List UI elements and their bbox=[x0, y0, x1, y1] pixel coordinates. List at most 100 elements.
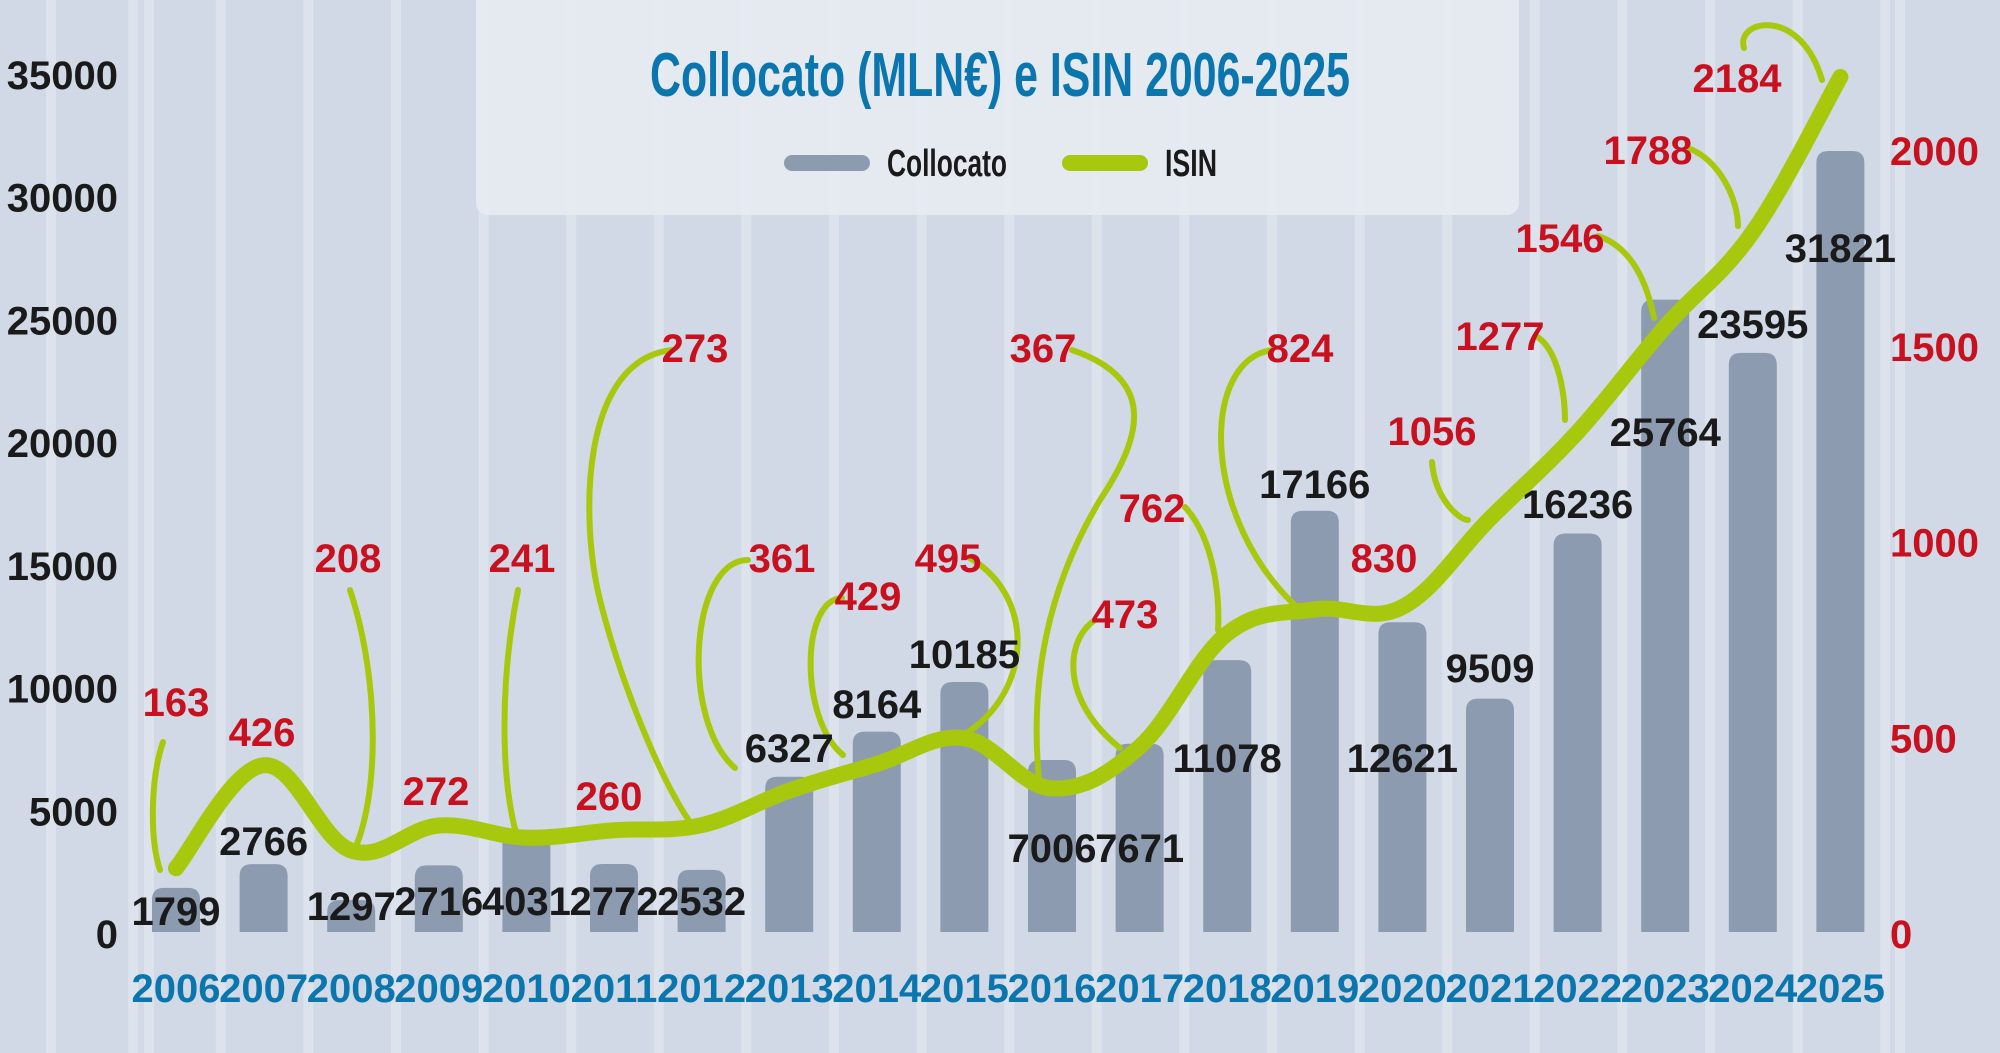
isin-value-label: 361 bbox=[749, 537, 816, 581]
year-tick-label: 2018 bbox=[1183, 967, 1272, 1011]
isin-value-label: 273 bbox=[662, 327, 729, 371]
background-stripe bbox=[128, 0, 139, 1053]
legend-swatch-collocato bbox=[784, 155, 870, 171]
right-axis-tick-label: 0 bbox=[1890, 913, 1912, 957]
right-axis-tick-label: 1000 bbox=[1890, 522, 1979, 566]
isin-leader-2013 bbox=[695, 557, 751, 771]
bar-value-label: 16236 bbox=[1522, 483, 1633, 527]
bar-2019 bbox=[1290, 510, 1339, 932]
isin-value-label: 260 bbox=[576, 775, 643, 819]
right-axis: 0 500 1000 1500 2000 bbox=[1890, 130, 1979, 957]
bar-value-label: 12621 bbox=[1347, 737, 1458, 781]
background-stripe bbox=[391, 0, 401, 1053]
legend-swatch-isin bbox=[1062, 155, 1148, 171]
year-tick-label: 2019 bbox=[1270, 967, 1359, 1011]
bar-value-label: 2716 bbox=[394, 880, 483, 924]
year-tick-label: 2023 bbox=[1621, 967, 1710, 1011]
background-stripe bbox=[566, 0, 577, 1053]
isin-labels: 163 426 208 272 241 260 273 361 429 495 367 473 762 8… bbox=[143, 57, 1783, 819]
year-tick-label: 2016 bbox=[1008, 967, 1097, 1011]
year-tick-label: 2017 bbox=[1095, 967, 1184, 1011]
bar-2013 bbox=[765, 776, 814, 932]
bar-value-label: 2766 bbox=[219, 820, 308, 864]
bar-2020 bbox=[1378, 622, 1427, 932]
isin-value-label: 426 bbox=[229, 711, 296, 755]
background-stripe bbox=[144, 0, 154, 1053]
year-tick-label: 2010 bbox=[482, 967, 571, 1011]
isin-value-label: 1277 bbox=[1456, 315, 1545, 359]
year-tick-label: 2009 bbox=[394, 967, 483, 1011]
year-tick-label: 2020 bbox=[1358, 967, 1447, 1011]
bar-value-label: 7671 bbox=[1095, 827, 1184, 871]
year-tick-label: 2008 bbox=[307, 967, 396, 1011]
bar-value-label: 8164 bbox=[832, 683, 922, 727]
isin-leader-2017 bbox=[1070, 617, 1123, 751]
bar-value-label: 4031 bbox=[482, 880, 571, 924]
bar-2017 bbox=[1115, 743, 1164, 932]
background-stripe bbox=[1179, 0, 1190, 1053]
bar-2022 bbox=[1553, 533, 1602, 932]
background-stripe bbox=[653, 0, 664, 1053]
left-axis-tick-label: 10000 bbox=[7, 668, 118, 712]
bar-value-label: 7006 bbox=[1008, 827, 1097, 871]
year-tick-label: 2022 bbox=[1533, 967, 1622, 1011]
background-stripe bbox=[1792, 0, 1803, 1053]
isin-value-label: 272 bbox=[403, 770, 470, 814]
left-axis-tick-label: 15000 bbox=[7, 545, 118, 589]
year-tick-label: 2007 bbox=[219, 967, 308, 1011]
background-stripe bbox=[741, 0, 752, 1053]
bar-value-label: 31821 bbox=[1785, 227, 1896, 271]
background-stripe bbox=[1267, 0, 1277, 1053]
isin-value-label: 429 bbox=[835, 575, 902, 619]
legend: Collocato ISIN bbox=[784, 143, 1217, 185]
isin-leader-2022 bbox=[1533, 333, 1568, 423]
bar-2016 bbox=[1028, 760, 1076, 932]
bar-2025 bbox=[1816, 151, 1865, 933]
bar-value-label: 23595 bbox=[1697, 303, 1808, 347]
legend-label-isin: ISIN bbox=[1165, 143, 1217, 185]
isin-leader-lines bbox=[149, 22, 1825, 873]
bar-value-label: 25764 bbox=[1610, 411, 1722, 455]
bar-value-label: 17166 bbox=[1259, 463, 1370, 507]
isin-leader-2014 bbox=[807, 595, 846, 758]
background-stripe bbox=[829, 0, 839, 1053]
isin-leader-2008 bbox=[347, 587, 376, 858]
bar-2007 bbox=[239, 864, 288, 932]
year-tick-label: 2025 bbox=[1796, 967, 1885, 1011]
left-axis-tick-label: 5000 bbox=[29, 790, 118, 834]
year-tick-label: 2011 bbox=[571, 967, 658, 1011]
isin-leader-2018 bbox=[1182, 504, 1222, 633]
left-axis-tick-label: 0 bbox=[96, 913, 118, 957]
background-stripe bbox=[1529, 0, 1540, 1053]
isin-value-label: 367 bbox=[1010, 327, 1077, 371]
isin-value-label: 495 bbox=[915, 537, 982, 581]
year-tick-label: 2012 bbox=[657, 967, 746, 1011]
left-axis-tick-label: 20000 bbox=[7, 422, 118, 466]
background-stripe bbox=[1895, 0, 1905, 1053]
isin-value-label: 1056 bbox=[1388, 410, 1477, 454]
bar-2011 bbox=[590, 863, 638, 932]
bars bbox=[152, 151, 1865, 933]
year-tick-label: 2024 bbox=[1708, 967, 1798, 1011]
isin-leader-2006 bbox=[149, 739, 166, 873]
year-tick-label: 2006 bbox=[132, 967, 221, 1011]
bar-2006 bbox=[152, 887, 200, 932]
background-stripe bbox=[215, 0, 226, 1053]
bar-2018 bbox=[1203, 660, 1252, 932]
isin-value-label: 830 bbox=[1351, 537, 1418, 581]
background-stripe bbox=[478, 0, 489, 1053]
bar-2010 bbox=[502, 833, 551, 932]
bar-value-label: 11078 bbox=[1173, 737, 1282, 781]
isin-value-label: 824 bbox=[1267, 327, 1334, 371]
isin-value-label: 1788 bbox=[1604, 129, 1693, 173]
background-stripe bbox=[916, 0, 927, 1053]
background-stripe bbox=[1442, 0, 1453, 1053]
background-stripe bbox=[303, 0, 314, 1053]
isin-value-label: 762 bbox=[1119, 487, 1186, 531]
isin-line bbox=[168, 68, 1849, 877]
isin-value-label: 208 bbox=[315, 537, 382, 581]
background-stripe bbox=[1880, 0, 1891, 1053]
year-tick-label: 2021 bbox=[1446, 967, 1535, 1011]
